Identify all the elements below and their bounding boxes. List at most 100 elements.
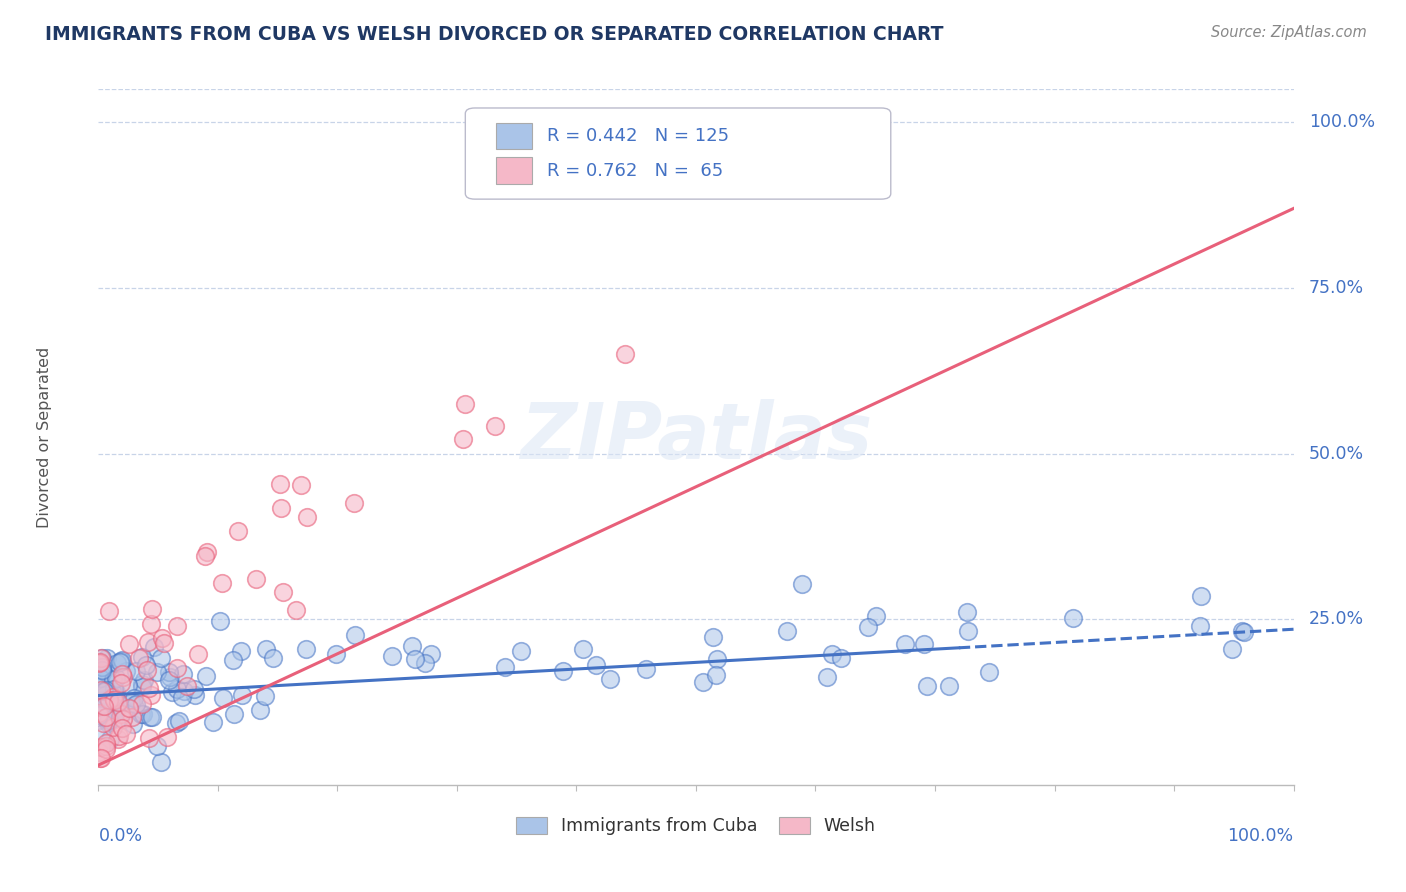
Point: [160, 684, 183, 698]
Point: [212, 690, 235, 705]
Point: [103, 693, 125, 707]
Point: [89, 745, 111, 759]
Point: [172, 667, 194, 681]
Text: 0.0%: 0.0%: [98, 827, 142, 845]
Point: [135, 663, 157, 677]
Point: [285, 603, 308, 617]
Point: [166, 660, 188, 674]
Point: [107, 732, 129, 747]
Point: [273, 585, 295, 599]
Point: [96, 696, 118, 710]
Point: [97, 716, 120, 731]
Point: [856, 620, 879, 634]
Point: [101, 690, 124, 705]
Point: [229, 644, 252, 658]
Point: [231, 688, 253, 702]
Point: [87, 657, 110, 671]
Point: [91, 660, 114, 674]
Point: [343, 496, 366, 510]
Point: [197, 545, 219, 559]
Point: [343, 627, 366, 641]
Point: [221, 653, 243, 667]
Point: [90, 739, 112, 754]
Point: [111, 721, 134, 735]
Point: [97, 693, 120, 707]
Point: [893, 637, 915, 651]
Point: [131, 649, 153, 664]
Point: [404, 652, 426, 666]
Point: [957, 624, 980, 638]
Point: [131, 681, 153, 695]
Point: [103, 681, 125, 696]
Point: [325, 648, 347, 662]
Point: [815, 669, 838, 683]
Point: [136, 635, 159, 649]
Point: [249, 703, 271, 717]
Point: [111, 653, 134, 667]
Point: [254, 642, 277, 657]
Point: [118, 637, 141, 651]
Point: [94, 742, 117, 756]
Point: [89, 751, 111, 765]
Point: [156, 730, 179, 744]
Point: [111, 666, 134, 681]
Point: [97, 714, 120, 729]
Point: [90, 651, 112, 665]
Point: [401, 639, 423, 653]
FancyBboxPatch shape: [496, 122, 533, 149]
Point: [91, 715, 114, 730]
Point: [149, 651, 172, 665]
Point: [98, 667, 121, 681]
Point: [1062, 611, 1084, 625]
Point: [93, 684, 115, 698]
Point: [89, 671, 111, 685]
Point: [125, 664, 148, 678]
Point: [269, 476, 291, 491]
Point: [94, 683, 117, 698]
Point: [110, 698, 132, 713]
Point: [125, 697, 148, 711]
Point: [93, 699, 115, 714]
FancyBboxPatch shape: [465, 108, 891, 199]
Point: [419, 647, 441, 661]
Point: [938, 679, 960, 693]
Point: [97, 693, 120, 707]
Point: [599, 672, 621, 686]
Point: [122, 690, 145, 705]
Point: [91, 697, 114, 711]
Point: [98, 604, 121, 618]
Point: [912, 636, 935, 650]
Point: [131, 697, 153, 711]
Point: [211, 575, 233, 590]
Point: [108, 710, 131, 724]
Point: [157, 673, 180, 688]
Text: ZIPatlas: ZIPatlas: [520, 399, 872, 475]
Text: R = 0.442   N = 125: R = 0.442 N = 125: [547, 127, 728, 145]
Point: [107, 729, 129, 743]
Point: [118, 701, 141, 715]
Point: [415, 656, 437, 670]
Text: IMMIGRANTS FROM CUBA VS WELSH DIVORCED OR SEPARATED CORRELATION CHART: IMMIGRANTS FROM CUBA VS WELSH DIVORCED O…: [45, 25, 943, 44]
Point: [157, 665, 180, 679]
Point: [107, 695, 129, 709]
Point: [494, 660, 516, 674]
Point: [104, 700, 127, 714]
Point: [138, 731, 160, 745]
Point: [120, 697, 142, 711]
Point: [613, 347, 636, 361]
Point: [93, 688, 115, 702]
Point: [830, 650, 852, 665]
Point: [585, 658, 607, 673]
Point: [96, 709, 118, 723]
Legend: Immigrants from Cuba, Welsh: Immigrants from Cuba, Welsh: [509, 810, 883, 842]
Point: [153, 636, 176, 650]
Point: [89, 655, 111, 669]
Text: 100.0%: 100.0%: [1309, 113, 1375, 131]
FancyBboxPatch shape: [496, 157, 533, 184]
Point: [146, 665, 169, 679]
Point: [195, 668, 218, 682]
Point: [94, 736, 117, 750]
Point: [114, 705, 136, 719]
Point: [977, 665, 1000, 679]
Point: [551, 664, 574, 678]
